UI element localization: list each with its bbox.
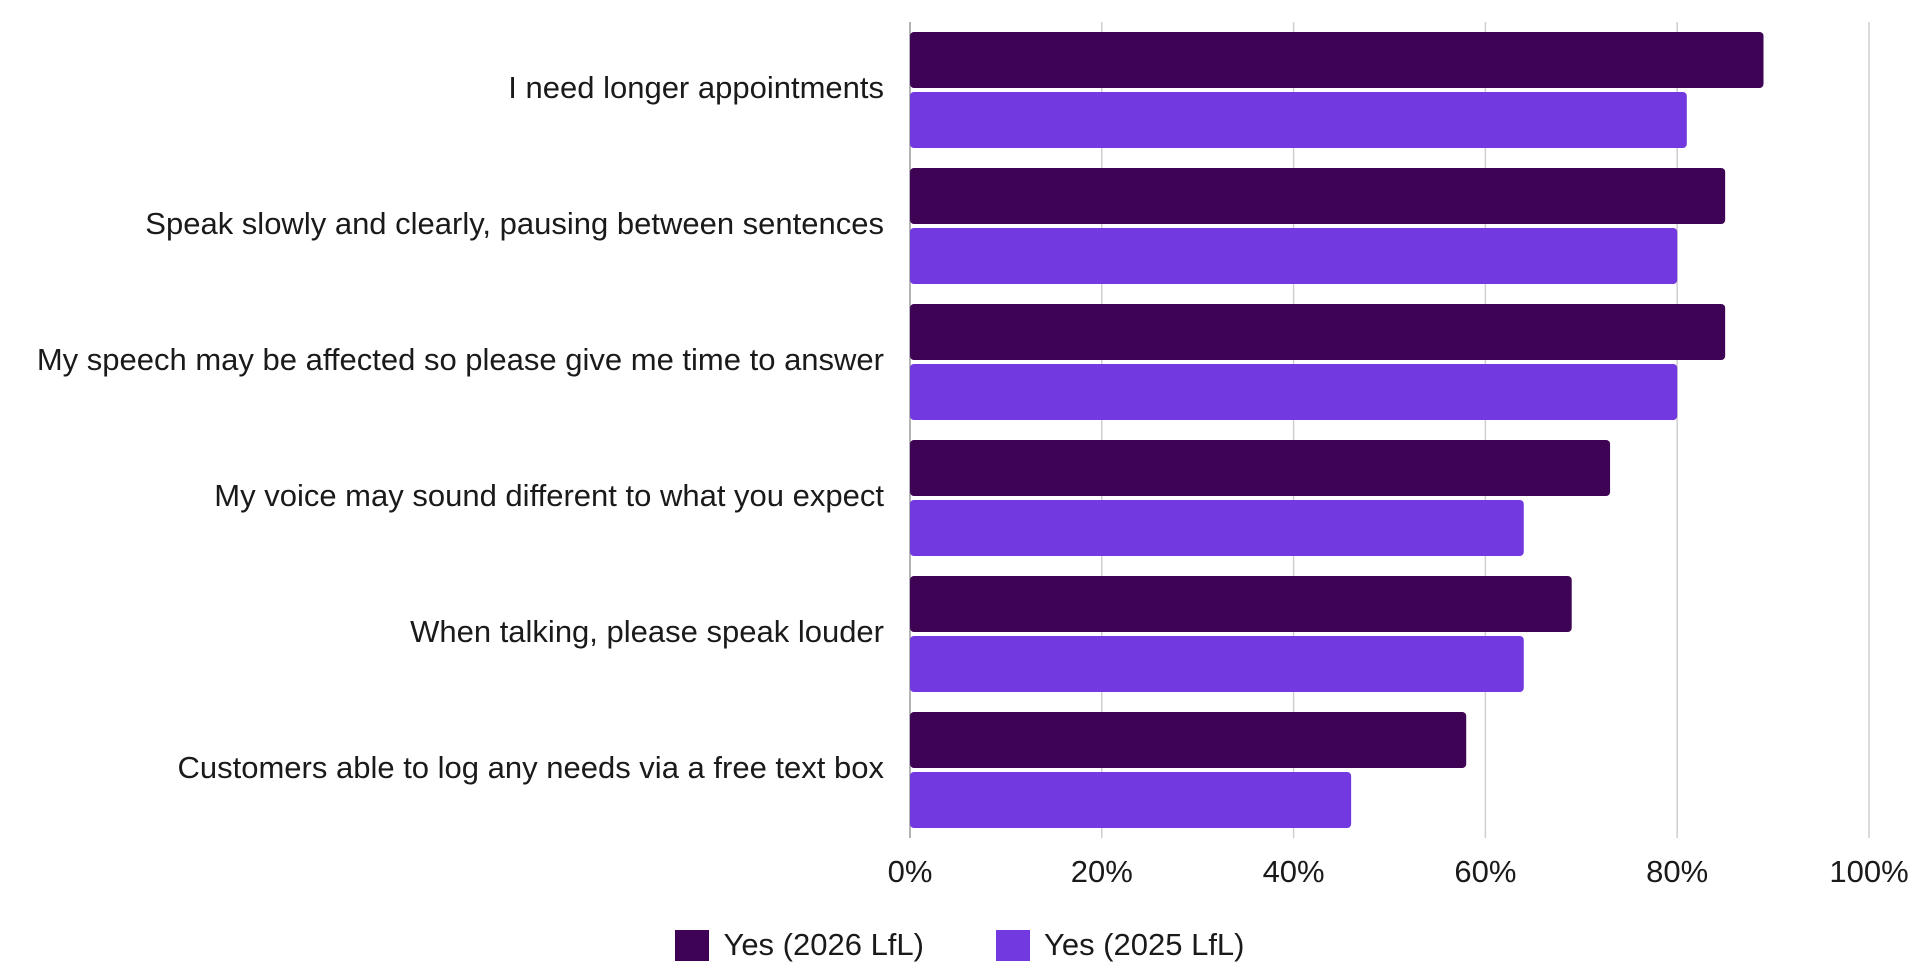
bar-2025-4	[910, 636, 1524, 692]
bar-2025-2	[910, 364, 1678, 420]
x-tick-label-20: 20%	[1071, 854, 1133, 889]
legend-item-2026: Yes (2026 LfL)	[675, 927, 924, 963]
bar-2025-3	[910, 500, 1524, 556]
grid-lines	[909, 22, 1870, 838]
bar-2025-0	[910, 92, 1687, 148]
legend-label-2026: Yes (2026 LfL)	[723, 927, 924, 962]
x-tick-label-100: 100%	[1829, 854, 1908, 889]
bars	[910, 32, 1764, 828]
category-label-3: My voice may sound different to what you…	[214, 478, 884, 513]
x-tick-label-0: 0%	[888, 854, 933, 889]
bar-2026-0	[910, 32, 1764, 88]
bar-2025-1	[910, 228, 1678, 284]
bar-2026-1	[910, 168, 1726, 224]
legend-swatch-2025	[996, 929, 1030, 961]
bar-2025-5	[910, 772, 1352, 828]
bar-2026-5	[910, 712, 1467, 768]
category-label-4: When talking, please speak louder	[410, 614, 884, 649]
legend-label-2025: Yes (2025 LfL)	[1044, 927, 1245, 962]
legend: Yes (2026 LfL) Yes (2025 LfL)	[0, 925, 1920, 965]
category-label-1: Speak slowly and clearly, pausing betwee…	[145, 206, 884, 241]
legend-item-2025: Yes (2025 LfL)	[996, 927, 1245, 963]
x-tick-label-60: 60%	[1454, 854, 1516, 889]
bar-2026-2	[910, 304, 1726, 360]
legend-swatch-2026	[675, 929, 710, 961]
category-labels: I need longer appointments Speak slowly a…	[37, 70, 885, 785]
category-label-2: My speech may be affected so please give…	[37, 342, 884, 377]
bar-2026-3	[910, 440, 1611, 496]
category-label-5: Customers able to log any needs via a fr…	[177, 750, 884, 785]
bar-2026-4	[910, 576, 1572, 632]
x-tick-label-80: 80%	[1646, 854, 1708, 889]
category-label-0: I need longer appointments	[508, 70, 884, 105]
x-axis-ticks: 0% 20% 40% 60% 80% 100%	[888, 854, 1909, 889]
x-tick-label-40: 40%	[1263, 854, 1325, 889]
